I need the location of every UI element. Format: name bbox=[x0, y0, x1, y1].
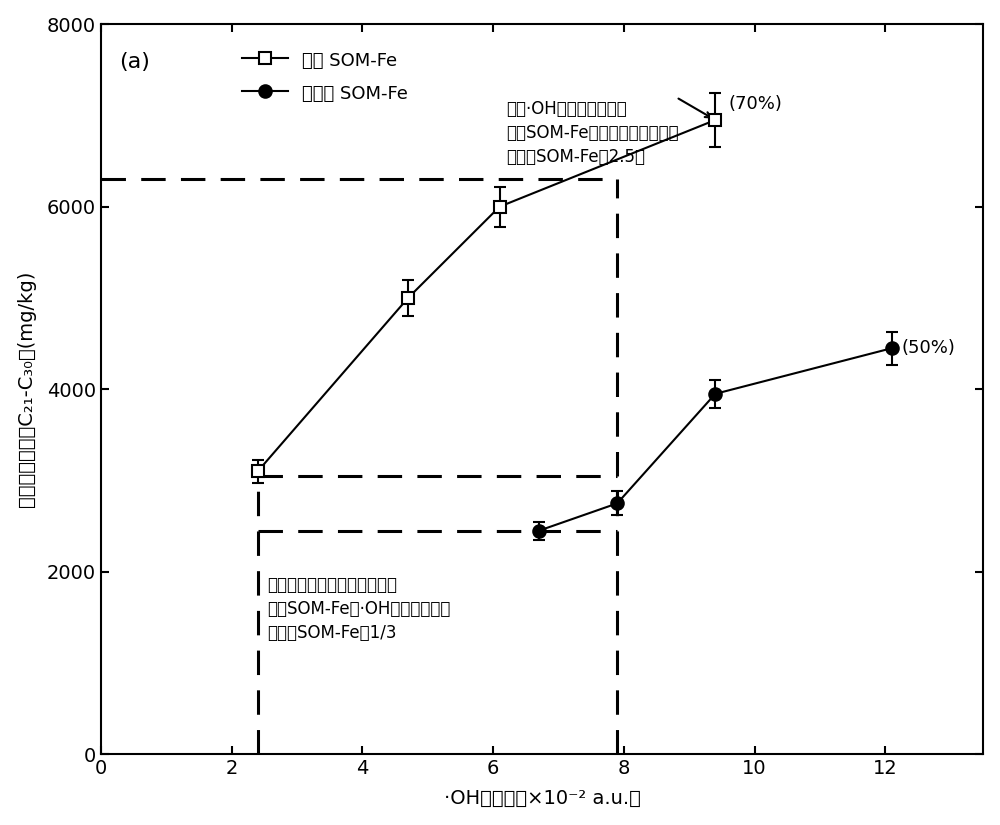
X-axis label: ·OH的产量（×10⁻² a.u.）: ·OH的产量（×10⁻² a.u.） bbox=[444, 790, 640, 808]
Text: (a): (a) bbox=[119, 51, 150, 72]
Text: (50%): (50%) bbox=[902, 339, 955, 357]
Y-axis label: 长烷烃去除量（C₂₁-C₃₀）(mg/kg): 长烷烃去除量（C₂₁-C₃₀）(mg/kg) bbox=[17, 271, 36, 507]
Text: 相同的长烷烃去除量前提下，
鐓化SOM-Fe中·OH的消耗量仅是
非鐓化SOM-Fe的1/3: 相同的长烷烃去除量前提下， 鐓化SOM-Fe中·OH的消耗量仅是 非鐓化SOM-… bbox=[267, 577, 451, 642]
Text: (70%): (70%) bbox=[728, 95, 782, 113]
Text: 相同·OH消耗的条件下，
鐓化SOM-Fe中长烷烃的去除量是
非鐓化SOM-Fe的2.5倍: 相同·OH消耗的条件下， 鐓化SOM-Fe中长烷烃的去除量是 非鐓化SOM-Fe… bbox=[506, 101, 679, 166]
Legend: 鐓化 SOM-Fe, 非鐓化 SOM-Fe: 鐓化 SOM-Fe, 非鐓化 SOM-Fe bbox=[233, 40, 417, 114]
